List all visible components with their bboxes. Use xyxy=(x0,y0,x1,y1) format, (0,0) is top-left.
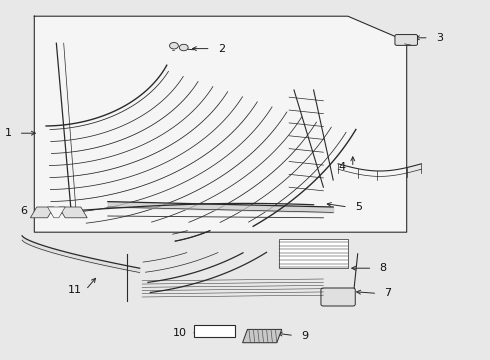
Text: 9: 9 xyxy=(301,330,308,341)
Circle shape xyxy=(170,42,178,49)
Circle shape xyxy=(179,44,188,51)
Text: 2: 2 xyxy=(218,44,225,54)
Text: 5: 5 xyxy=(355,202,362,212)
Text: 10: 10 xyxy=(173,328,187,338)
Text: 3: 3 xyxy=(436,33,443,43)
Bar xyxy=(194,325,235,337)
Text: 8: 8 xyxy=(380,263,387,273)
Text: 1: 1 xyxy=(4,128,11,138)
Polygon shape xyxy=(30,207,54,218)
FancyBboxPatch shape xyxy=(321,288,355,306)
FancyBboxPatch shape xyxy=(395,35,417,45)
Polygon shape xyxy=(59,207,87,218)
Polygon shape xyxy=(243,329,282,343)
Polygon shape xyxy=(34,16,407,232)
Text: 11: 11 xyxy=(68,285,82,295)
Text: 7: 7 xyxy=(385,288,392,298)
Text: 6: 6 xyxy=(20,206,27,216)
Polygon shape xyxy=(48,207,65,218)
Bar xyxy=(279,239,348,268)
Text: 4: 4 xyxy=(339,162,345,172)
